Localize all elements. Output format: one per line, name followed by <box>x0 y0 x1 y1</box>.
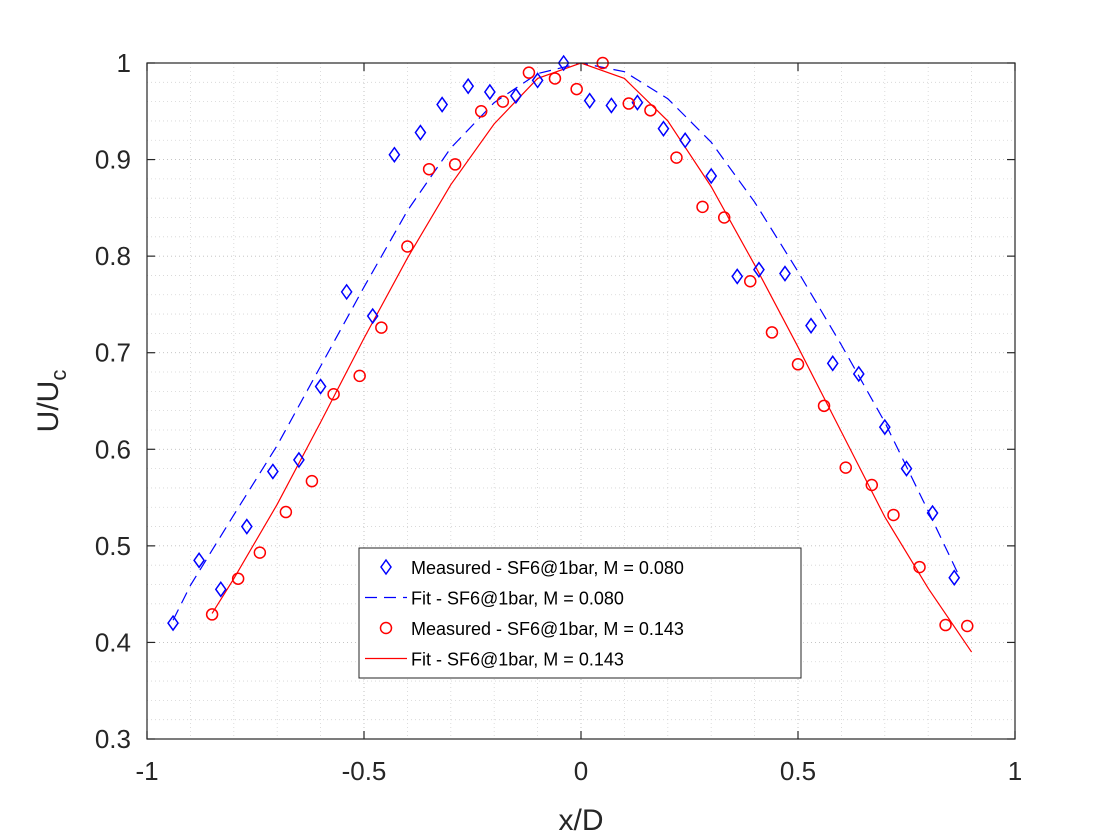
data-point-diamond <box>705 167 718 185</box>
legend-marker-circle <box>379 621 393 635</box>
data-point-circle <box>744 275 757 288</box>
data-point-diamond <box>657 120 670 137</box>
data-point-circle <box>474 105 488 118</box>
x-tick-label: 1 <box>1008 756 1022 786</box>
data-point-circle <box>231 572 245 585</box>
data-point-diamond <box>605 97 618 114</box>
data-point-diamond <box>483 83 496 101</box>
data-point-diamond <box>509 87 522 105</box>
data-point-circle <box>670 151 683 164</box>
data-point-circle <box>522 66 536 79</box>
data-point-diamond <box>826 355 839 372</box>
data-point-diamond <box>266 463 279 480</box>
data-point-diamond <box>926 504 939 522</box>
data-point-diamond <box>214 581 227 598</box>
y-tick-label: 0.7 <box>95 338 131 368</box>
data-point-circle <box>305 474 319 488</box>
data-point-diamond <box>631 94 644 111</box>
data-point-circle <box>887 508 900 522</box>
x-tick-label: -1 <box>135 756 158 786</box>
data-point-circle <box>939 618 952 632</box>
data-point-circle <box>622 97 635 110</box>
data-point-circle <box>696 200 709 214</box>
y-tick-label: 0.6 <box>95 434 131 464</box>
data-point-diamond <box>948 569 961 587</box>
data-point-diamond <box>340 283 353 301</box>
data-point-diamond <box>366 307 379 325</box>
data-point-diamond <box>167 614 179 632</box>
fit-line-2 <box>172 62 960 621</box>
x-axis-label: x/D <box>559 804 604 837</box>
tick-labels: -1 -0.5 0 0.5 1 0.3 0.4 0.5 0.6 0.7 0.8 0.9 1 <box>95 48 1022 786</box>
legend-entry-label: Measured - SF6@1bar, M = 0.143 <box>411 619 684 639</box>
data-point-circle <box>448 158 462 171</box>
data-point-circle <box>353 369 366 383</box>
data-point-diamond <box>878 418 891 436</box>
data-point-circle <box>865 478 879 492</box>
y-tick-label: 0.9 <box>95 145 131 175</box>
data-point-diamond <box>314 378 327 395</box>
y-tick-label: 0.8 <box>95 241 131 271</box>
data-point-circle <box>496 95 510 108</box>
data-point-circle <box>717 211 731 224</box>
data-point-circle <box>548 72 562 85</box>
data-point-diamond <box>753 261 765 278</box>
y-tick-label: 0.5 <box>95 531 131 561</box>
data-point-circle <box>327 387 340 401</box>
data-point-diamond <box>557 54 570 72</box>
data-point-diamond <box>193 552 206 569</box>
data-point-circle <box>765 326 779 339</box>
data-point-diamond <box>900 460 913 477</box>
data-point-circle <box>839 461 852 474</box>
x-tick-label: -0.5 <box>342 756 387 786</box>
data-point-diamond <box>240 518 253 535</box>
x-tick-label: 0.5 <box>780 756 816 786</box>
minor-grid <box>147 63 1015 739</box>
data-point-diamond <box>388 146 401 164</box>
data-point-diamond <box>436 96 449 113</box>
legend-entry-label: Fit - SF6@1bar, M = 0.143 <box>411 650 624 670</box>
data-point-diamond <box>462 77 475 95</box>
data-point-diamond <box>805 317 817 334</box>
legend-box <box>358 547 802 679</box>
data-point-circle <box>253 546 267 559</box>
legend-marker-diamond <box>380 558 392 576</box>
data-point-diamond <box>531 72 544 89</box>
data-point-diamond <box>779 265 791 282</box>
data-point-circle <box>279 505 293 519</box>
data-point-circle <box>375 321 388 334</box>
data-point-diamond <box>679 131 692 149</box>
svg-text:U/Uc: U/Uc <box>32 370 71 433</box>
data-point-circle <box>205 608 219 621</box>
data-point-diamond <box>414 124 427 141</box>
x-tick-label: 0 <box>574 756 588 786</box>
data-point-circle <box>422 162 436 176</box>
data-point-diamond <box>292 451 305 469</box>
data-point-circle <box>644 104 657 117</box>
y-axis-label-subscript: c <box>46 370 71 381</box>
data-point-circle <box>913 560 926 574</box>
y-tick-label: 0.3 <box>95 724 131 754</box>
data-point-circle <box>570 82 583 96</box>
y-axis-label-main: U/U <box>32 381 65 433</box>
data-point-circle <box>817 399 831 413</box>
legend-entry-label: Measured - SF6@1bar, M = 0.080 <box>411 558 684 578</box>
y-tick-label: 1 <box>117 48 131 78</box>
data-point-circle <box>961 619 974 633</box>
y-axis-label: U/Uc <box>32 370 71 433</box>
data-point-circle <box>401 240 414 253</box>
data-point-circle <box>791 358 805 371</box>
data-point-diamond <box>852 365 865 383</box>
data-point-diamond <box>731 268 744 285</box>
data-point-diamond <box>583 92 596 109</box>
y-tick-label: 0.4 <box>95 627 131 657</box>
legend: Measured - SF6@1bar, M = 0.080 Fit - SF6@… <box>358 547 802 679</box>
axis-ticks <box>146 62 1016 740</box>
legend-entry-label: Fit - SF6@1bar, M = 0.080 <box>411 589 624 609</box>
